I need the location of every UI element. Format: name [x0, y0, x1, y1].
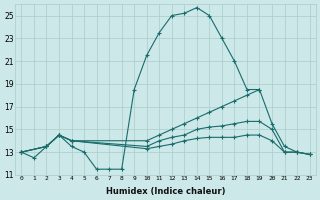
X-axis label: Humidex (Indice chaleur): Humidex (Indice chaleur) [106, 187, 225, 196]
